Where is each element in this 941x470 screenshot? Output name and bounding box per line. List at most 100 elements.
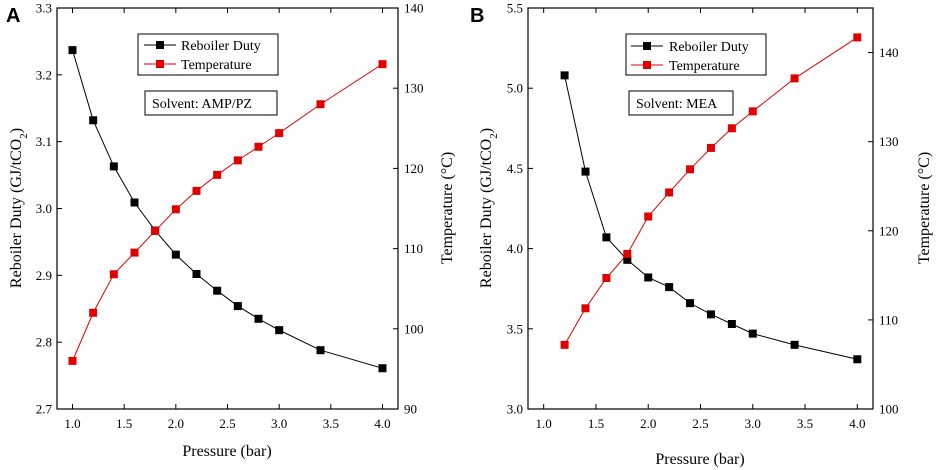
x-tick-label-a-4: 3.0 [271,416,287,431]
x-axis-label-a: Pressure (bar) [182,443,271,460]
point-temperature-b-8 [727,124,736,133]
point-reboiler-b-5 [665,283,674,292]
point-reboiler-a-9 [254,314,263,323]
chart-panel-b: B 1.0 1.5 2.0 2.5 3.0 3.5 4.0 3.0 3.5 4.0 4.5 5.0 5.… [470,1,933,469]
x-tick-label-a-6: 4.0 [374,416,390,431]
point-temperature-b-10 [790,74,799,83]
y-right-tick-label-b-3: 130 [879,134,899,149]
point-reboiler-b-0 [560,71,569,80]
y-left-tick-label-a-1: 2.8 [36,335,52,350]
y-left-tick-label-a-3: 3.0 [36,201,52,216]
point-temperature-b-7 [706,143,715,152]
point-reboiler-a-2 [109,162,118,171]
tick-labels-a: 1.0 1.5 2.0 2.5 3.0 3.5 4.0 2.7 2.8 2.9 3.0 3.1 3.2 3… [36,1,424,432]
point-temperature-a-11 [316,100,325,109]
series-markers-b [560,33,862,364]
x-tick-label-b-1: 1.5 [588,416,604,431]
y-right-tick-label-a-2: 110 [404,241,423,256]
point-temperature-a-1 [89,308,98,317]
chart-panel-a: A 1.0 1.5 2.0 2.5 3.0 3.5 4.0 2.7 2.8 2.9 3.0 3.1 3.… [6,1,456,461]
tick-labels-b: 1.0 1.5 2.0 2.5 3.0 3.5 4.0 3.0 3.5 4.0 4.5 5.0 5.5 1… [507,1,899,432]
point-reboiler-b-11 [853,355,862,364]
y-left-axis-label-b: Reboiler Duty (GJ/tCO2) [478,128,500,288]
series-markers-a [68,46,387,373]
x-tick-label-b-2: 2.0 [640,416,656,431]
point-reboiler-a-3 [130,198,139,207]
point-temperature-b-6 [686,165,695,174]
point-temperature-a-7 [213,170,222,179]
x-tick-label-a-0: 1.0 [64,416,80,431]
x-tick-label-b-5: 3.5 [797,416,813,431]
y-left-tick-label-b-1: 3.5 [507,321,523,336]
y-right-tick-label-b-0: 100 [879,402,899,417]
y-right-tick-label-a-3: 120 [404,161,424,176]
panel-letter-b: B [470,5,484,27]
point-reboiler-b-10 [790,340,799,349]
point-reboiler-a-5 [171,250,180,259]
point-temperature-a-8 [233,156,242,165]
point-temperature-b-3 [623,249,632,258]
point-reboiler-a-12 [378,364,387,373]
point-temperature-b-2 [602,274,611,283]
point-reboiler-a-10 [275,326,284,335]
y-right-tick-label-a-1: 100 [404,321,424,336]
panel-letter-a: A [6,5,20,27]
point-reboiler-a-6 [192,269,201,278]
point-reboiler-a-8 [233,302,242,311]
point-reboiler-b-3 [623,255,632,264]
point-temperature-a-2 [109,270,118,279]
legend-label-reboiler-a: Reboiler Duty [181,39,261,54]
point-temperature-a-4 [151,226,160,235]
legend-marker-reboiler-a [156,41,164,49]
point-reboiler-b-6 [686,299,695,308]
y-left-tick-label-b-5: 5.5 [507,1,523,16]
point-reboiler-b-1 [581,167,590,176]
legend-marker-temperature-a [156,60,164,68]
y-right-axis-label-a: Temperature (°C) [439,152,456,264]
y-left-tick-label-a-6: 3.3 [36,1,52,16]
annotation-b: Solvent: MEA [628,90,734,116]
annotation-box-a [144,90,278,116]
x-tick-label-a-3: 2.5 [219,416,235,431]
y-right-tick-label-b-2: 120 [879,223,899,238]
x-tick-label-a-2: 2.0 [168,416,184,431]
point-temperature-a-3 [130,248,139,257]
y-right-tick-label-a-0: 90 [404,402,417,417]
series-lines-b [564,36,858,360]
point-reboiler-b-2 [602,233,611,242]
y-left-tick-label-b-2: 4.0 [507,241,523,256]
point-reboiler-a-0 [68,46,77,55]
point-temperature-b-0 [560,340,569,349]
point-reboiler-a-11 [316,346,325,355]
y-right-tick-label-b-4: 140 [879,45,899,60]
annotation-box-b [628,90,734,116]
point-reboiler-a-7 [213,286,222,295]
axis-ticks-b [528,7,873,410]
x-tick-label-b-3: 2.5 [692,416,708,431]
point-temperature-a-5 [171,205,180,214]
y-left-tick-label-b-4: 5.0 [507,81,523,96]
legend-label-reboiler-b: Reboiler Duty [669,40,749,55]
legend-b: Reboiler Duty Temperature [625,33,767,76]
x-tick-label-b-4: 3.0 [745,416,761,431]
point-reboiler-b-8 [727,319,736,328]
series-line-reboiler-b [564,75,858,360]
x-tick-label-b-6: 4.0 [849,416,865,431]
y-right-tick-label-b-1: 110 [879,312,898,327]
series-line-temperature-b [564,36,858,346]
point-temperature-a-10 [275,129,284,138]
axis-ticks-a [57,7,398,410]
x-tick-label-a-1: 1.5 [116,416,132,431]
annotation-text-b: Solvent: MEA [636,97,718,112]
y-left-tick-label-a-5: 3.2 [36,67,52,82]
y-right-tick-label-a-5: 140 [404,1,424,16]
annotation-text-a: Solvent: AMP/PZ [152,97,252,112]
y-left-tick-label-b-3: 4.5 [507,161,523,176]
legend-a: Reboiler Duty Temperature [137,33,279,76]
point-temperature-b-4 [644,212,653,221]
point-temperature-a-12 [378,60,387,69]
point-temperature-b-1 [581,304,590,313]
point-reboiler-b-9 [748,329,757,338]
y-left-tick-label-a-0: 2.7 [36,402,53,417]
